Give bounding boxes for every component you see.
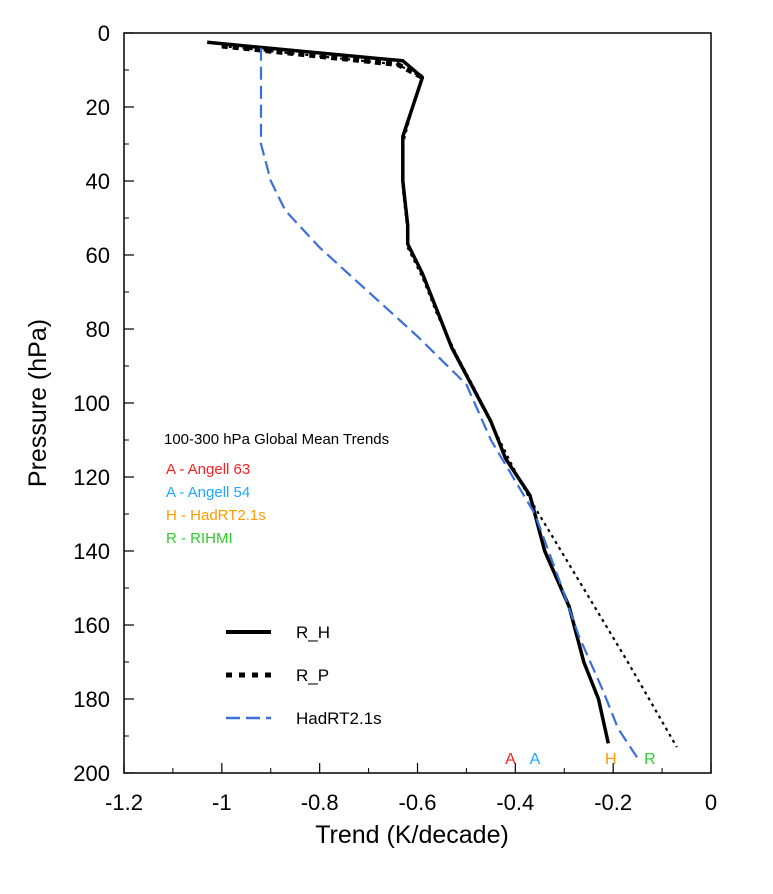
series-line-r-p	[221, 44, 678, 748]
y-tick-label: 0	[98, 21, 110, 46]
y-tick-label: 40	[86, 169, 110, 194]
y-tick-label: 200	[73, 761, 110, 786]
y-axis-title: Pressure (hPa)	[24, 319, 52, 487]
source-annotation: 100-300 hPa Global Mean Trends A - Angel…	[164, 431, 389, 547]
x-tick-label: -1	[212, 790, 232, 815]
source-marker: H	[605, 751, 617, 768]
annotation-item: A - Angell 54	[166, 484, 250, 501]
axis-tick-labels: -1.2 -1 -0.8 -0.6 -0.4 -0.2 0 0 20 40 60 80 100 120 14…	[73, 21, 717, 815]
series-line-r-p-head	[221, 43, 424, 80]
annotation-item: H - HadRT2.1s	[166, 507, 266, 524]
source-marker: A	[505, 751, 516, 768]
series-layer	[207, 40, 678, 759]
y-tick-label: 160	[73, 613, 110, 638]
legend-label-r-h: R_H	[296, 623, 330, 642]
y-tick-label: 20	[86, 95, 110, 120]
annotation-title: 100-300 hPa Global Mean Trends	[164, 431, 389, 448]
legend: R_H R_P HadRT2.1s	[226, 623, 382, 728]
x-tick-label: -0.2	[594, 790, 632, 815]
x-tick-label: -0.6	[399, 790, 437, 815]
legend-label-r-p: R_P	[296, 666, 329, 685]
y-tick-label: 180	[73, 687, 110, 712]
x-axis-title: Trend (K/decade)	[315, 821, 509, 849]
source-marker: A	[530, 751, 541, 768]
plot-frame	[123, 32, 712, 774]
y-tick-label: 120	[73, 465, 110, 490]
legend-label-hadrt2-1s: HadRT2.1s	[296, 709, 382, 728]
series-line-r-h	[207, 40, 611, 744]
annotation-item: R - RIHMI	[166, 530, 233, 547]
x-tick-label: -0.8	[301, 790, 339, 815]
x-tick-label: -1.2	[105, 790, 143, 815]
y-tick-label: 60	[86, 243, 110, 268]
series-line-hadrt2-1s	[259, 47, 639, 759]
source-marker: R	[644, 751, 656, 768]
y-tick-label: 80	[86, 317, 110, 342]
y-tick-label: 100	[73, 391, 110, 416]
y-tick-label: 140	[73, 539, 110, 564]
annotation-item: A - Angell 63	[166, 461, 250, 478]
x-tick-label: 0	[705, 790, 717, 815]
x-tick-label: -0.4	[496, 790, 534, 815]
axis-ticks	[123, 32, 712, 774]
